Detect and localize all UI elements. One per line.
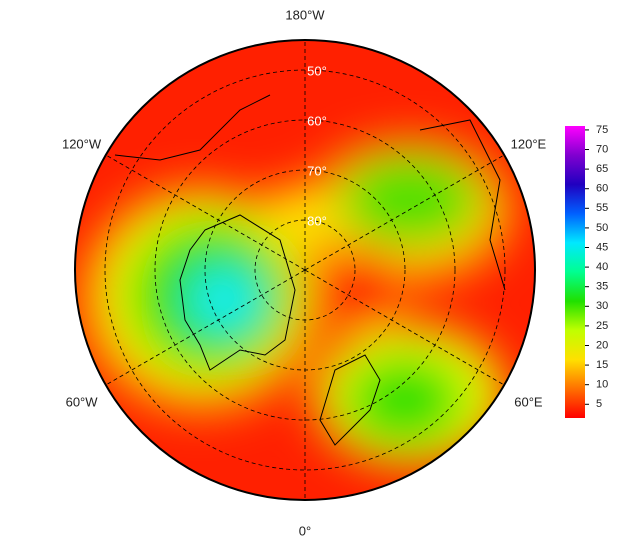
latitude-circle bbox=[154, 119, 456, 421]
meridian bbox=[105, 154, 306, 271]
longitude-label: 0° bbox=[299, 523, 311, 538]
colorbar-tick-label: 45 bbox=[596, 241, 608, 253]
colorbar-tick-label: 50 bbox=[596, 222, 608, 234]
coastline bbox=[114, 94, 506, 446]
longitude-label: 60°E bbox=[514, 394, 543, 409]
colorbar-tick-label: 40 bbox=[596, 261, 608, 273]
colorbar bbox=[565, 126, 585, 418]
longitude-label: 60°W bbox=[66, 394, 99, 409]
latitude-label: 50° bbox=[307, 63, 327, 78]
colorbar-tick-label: 10 bbox=[596, 379, 608, 391]
longitude-label: 180°W bbox=[285, 7, 325, 22]
latitude-label: 70° bbox=[307, 163, 327, 178]
colorbar-tick-label: 35 bbox=[596, 281, 608, 293]
latitude-label: 80° bbox=[307, 213, 327, 228]
latitude-circle bbox=[104, 69, 506, 471]
meridian bbox=[304, 269, 505, 386]
colorbar-tick-label: 15 bbox=[596, 359, 608, 371]
field bbox=[75, 40, 535, 500]
longitude-label: 120°E bbox=[511, 136, 547, 151]
colorbar-tick-label: 65 bbox=[596, 163, 608, 175]
colorbar-tick-label: 5 bbox=[596, 398, 602, 410]
colorbar-tick-label: 70 bbox=[596, 143, 608, 155]
latitude-label: 60° bbox=[307, 113, 327, 128]
meridian bbox=[105, 269, 306, 386]
colorbar-tick-label: 55 bbox=[596, 202, 608, 214]
map-boundary bbox=[74, 39, 536, 501]
colorbar-tick-label: 75 bbox=[596, 124, 608, 136]
colorbar-tick-label: 30 bbox=[596, 300, 608, 312]
longitude-label: 120°W bbox=[62, 136, 102, 151]
colorbar-tick-label: 20 bbox=[596, 339, 608, 351]
meridian bbox=[304, 154, 505, 271]
colorbar-tick-label: 25 bbox=[596, 320, 608, 332]
graticule bbox=[104, 40, 506, 500]
colorbar-tick-label: 60 bbox=[596, 183, 608, 195]
